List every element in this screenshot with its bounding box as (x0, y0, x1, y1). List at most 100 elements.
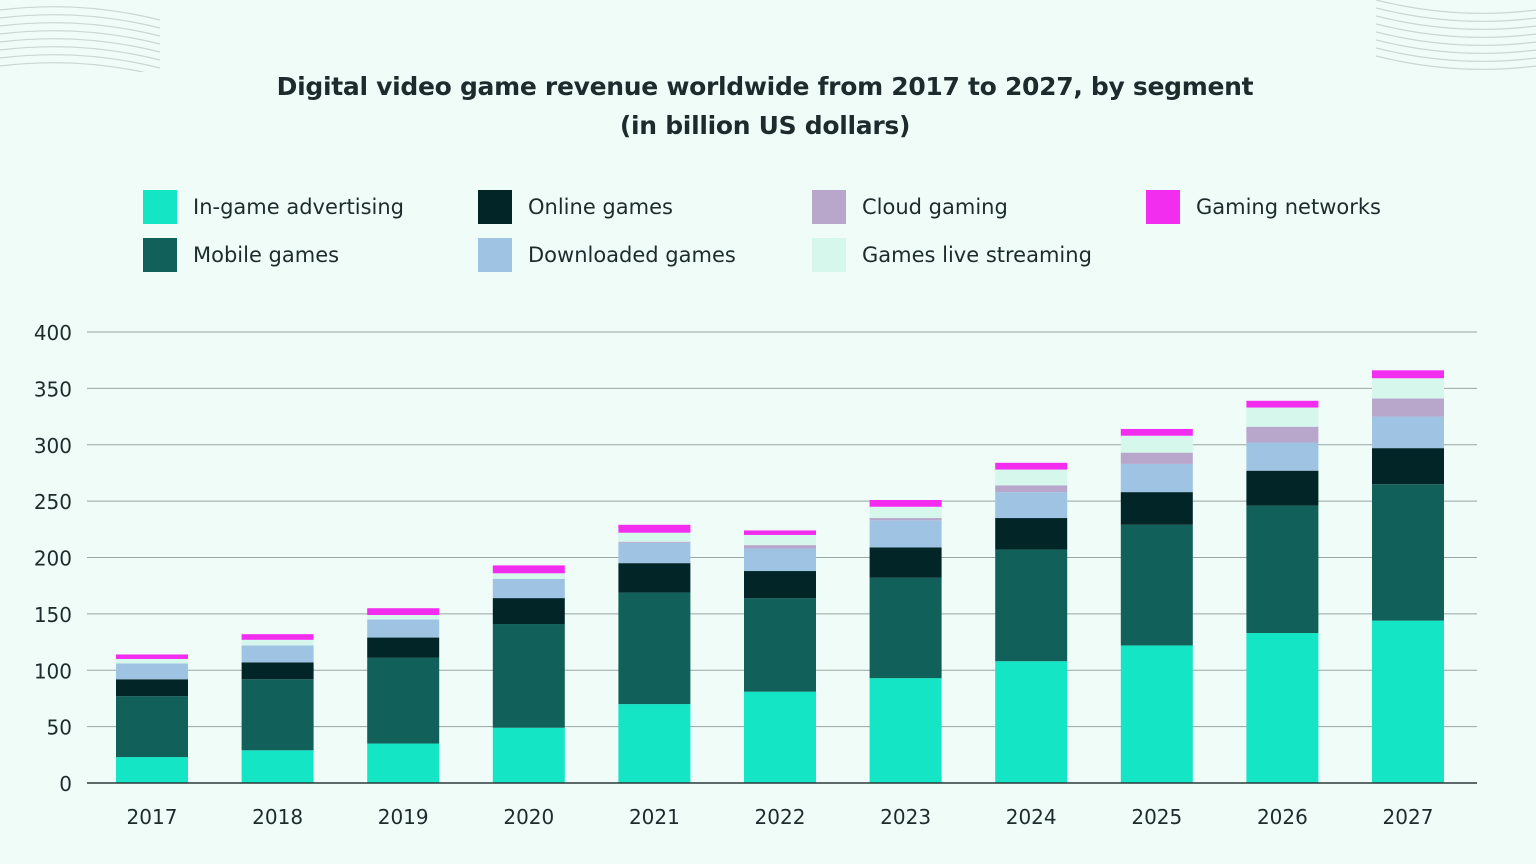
bar-segment-cloud-gaming (1120, 452, 1193, 464)
bar-segment-cloud-gaming (618, 541, 691, 543)
bar-segment-downloaded-games (618, 542, 691, 564)
bar-segment-online-games (367, 637, 440, 658)
legend-swatch (478, 190, 512, 224)
bar-segment-in-game-advertising (1120, 645, 1193, 783)
bar-segment-cloud-gaming (869, 518, 942, 521)
bar-segment-mobile-games (492, 624, 565, 728)
x-tick-label: 2027 (1383, 805, 1434, 829)
bar-segment-mobile-games (1246, 505, 1319, 634)
bar-segment-cloud-gaming (744, 545, 816, 549)
bar-segment-downloaded-games (995, 492, 1068, 519)
bar-segment-games-live-streaming (367, 615, 440, 620)
x-tick-label: 2021 (629, 805, 680, 829)
bar-segment-mobile-games (869, 577, 942, 679)
bar-segment-gaming-networks (1372, 370, 1444, 379)
bar-segment-downloaded-games (744, 548, 816, 572)
bar-segment-in-game-advertising (1372, 620, 1444, 783)
bar-segment-in-game-advertising (995, 661, 1068, 783)
bar-segment-games-live-streaming (492, 573, 565, 579)
bar-segment-gaming-networks (618, 524, 691, 533)
chart-subtitle: (in billion US dollars) (619, 111, 911, 140)
bar-segment-cloud-gaming (1246, 426, 1319, 443)
bar-segment-games-live-streaming (995, 469, 1068, 486)
bar-segment-online-games (869, 547, 942, 578)
x-tick-label: 2025 (1131, 805, 1182, 829)
chart-title: Digital video game revenue worldwide fro… (276, 72, 1254, 101)
bar-segment-online-games (995, 518, 1068, 550)
bar-segment-online-games (618, 563, 691, 593)
bar-segment-mobile-games (1372, 484, 1444, 621)
legend-swatch (478, 238, 512, 272)
legend-label: In-game advertising (193, 195, 404, 219)
bar-segment-games-live-streaming (744, 534, 816, 546)
bar-segment-downloaded-games (241, 645, 314, 663)
bar-segment-games-live-streaming (1120, 435, 1193, 453)
y-tick-label: 350 (34, 377, 72, 401)
x-tick-label: 2018 (252, 805, 303, 829)
bar-segment-in-game-advertising (1246, 633, 1319, 783)
bar-segment-downloaded-games (1120, 463, 1193, 493)
bar-segment-mobile-games (241, 679, 314, 751)
bar-segment-downloaded-games (492, 578, 565, 599)
y-tick-label: 50 (47, 716, 72, 740)
bar-segment-gaming-networks (241, 634, 314, 640)
bar-segment-downloaded-games (1246, 442, 1319, 471)
bar-segment-games-live-streaming (241, 639, 314, 646)
bar-segment-games-live-streaming (618, 532, 691, 542)
bar-segment-gaming-networks (995, 462, 1068, 470)
bar-segment-gaming-networks (367, 608, 440, 616)
x-tick-label: 2023 (880, 805, 931, 829)
bar-segment-gaming-networks (116, 654, 188, 659)
bar-segment-games-live-streaming (1246, 407, 1319, 427)
legend-swatch (812, 190, 846, 224)
bar-segment-in-game-advertising (618, 704, 691, 783)
bar-segment-mobile-games (367, 657, 440, 744)
x-tick-label: 2017 (127, 805, 178, 829)
legend-item: In-game advertising (143, 190, 404, 224)
legend-swatch (143, 238, 177, 272)
decorative-stripes-left (0, 6, 160, 72)
legend-item: Cloud gaming (812, 190, 1008, 224)
bar-segment-in-game-advertising (869, 678, 942, 783)
bar-segment-in-game-advertising (367, 743, 440, 783)
decorative-stripes-right (1376, 0, 1536, 70)
legend-item: Mobile games (143, 238, 339, 272)
y-tick-label: 100 (34, 659, 72, 683)
bar-segment-gaming-networks (744, 530, 816, 535)
legend-item: Downloaded games (478, 238, 736, 272)
x-tick-label: 2026 (1257, 805, 1308, 829)
bar-segment-games-live-streaming (116, 658, 188, 664)
bar-segment-mobile-games (995, 549, 1068, 662)
bar-segment-online-games (241, 662, 314, 680)
bar-segment-cloud-gaming (1372, 398, 1444, 417)
legend-swatch (1146, 190, 1180, 224)
legend-label: Cloud gaming (862, 195, 1008, 219)
legend-swatch (812, 238, 846, 272)
bar-segment-mobile-games (618, 592, 691, 705)
legend-item: Games live streaming (812, 238, 1092, 272)
bar-segment-in-game-advertising (241, 750, 314, 783)
legend-label: Mobile games (193, 243, 340, 267)
bar-segment-gaming-networks (1120, 428, 1193, 436)
bar-segment-online-games (1120, 492, 1193, 525)
legend-item: Online games (478, 190, 673, 224)
legend-label: Online games (528, 195, 673, 219)
legend-item: Gaming networks (1146, 190, 1381, 224)
x-tick-label: 2022 (755, 805, 806, 829)
bar-segment-gaming-networks (1246, 400, 1319, 408)
legend-label: Games live streaming (862, 243, 1092, 267)
bar-segment-cloud-gaming (995, 485, 1068, 493)
y-tick-label: 400 (34, 321, 72, 345)
bar-segment-games-live-streaming (869, 506, 942, 519)
y-tick-label: 0 (59, 772, 72, 796)
y-tick-label: 200 (34, 547, 72, 571)
bar-segment-in-game-advertising (744, 691, 816, 783)
bar-segment-in-game-advertising (116, 757, 188, 783)
legend-label: Downloaded games (528, 243, 736, 267)
x-tick-label: 2020 (503, 805, 554, 829)
bar-segment-gaming-networks (492, 565, 565, 574)
x-tick-label: 2019 (378, 805, 429, 829)
legend-label: Gaming networks (1196, 195, 1381, 219)
y-tick-label: 150 (34, 603, 72, 627)
